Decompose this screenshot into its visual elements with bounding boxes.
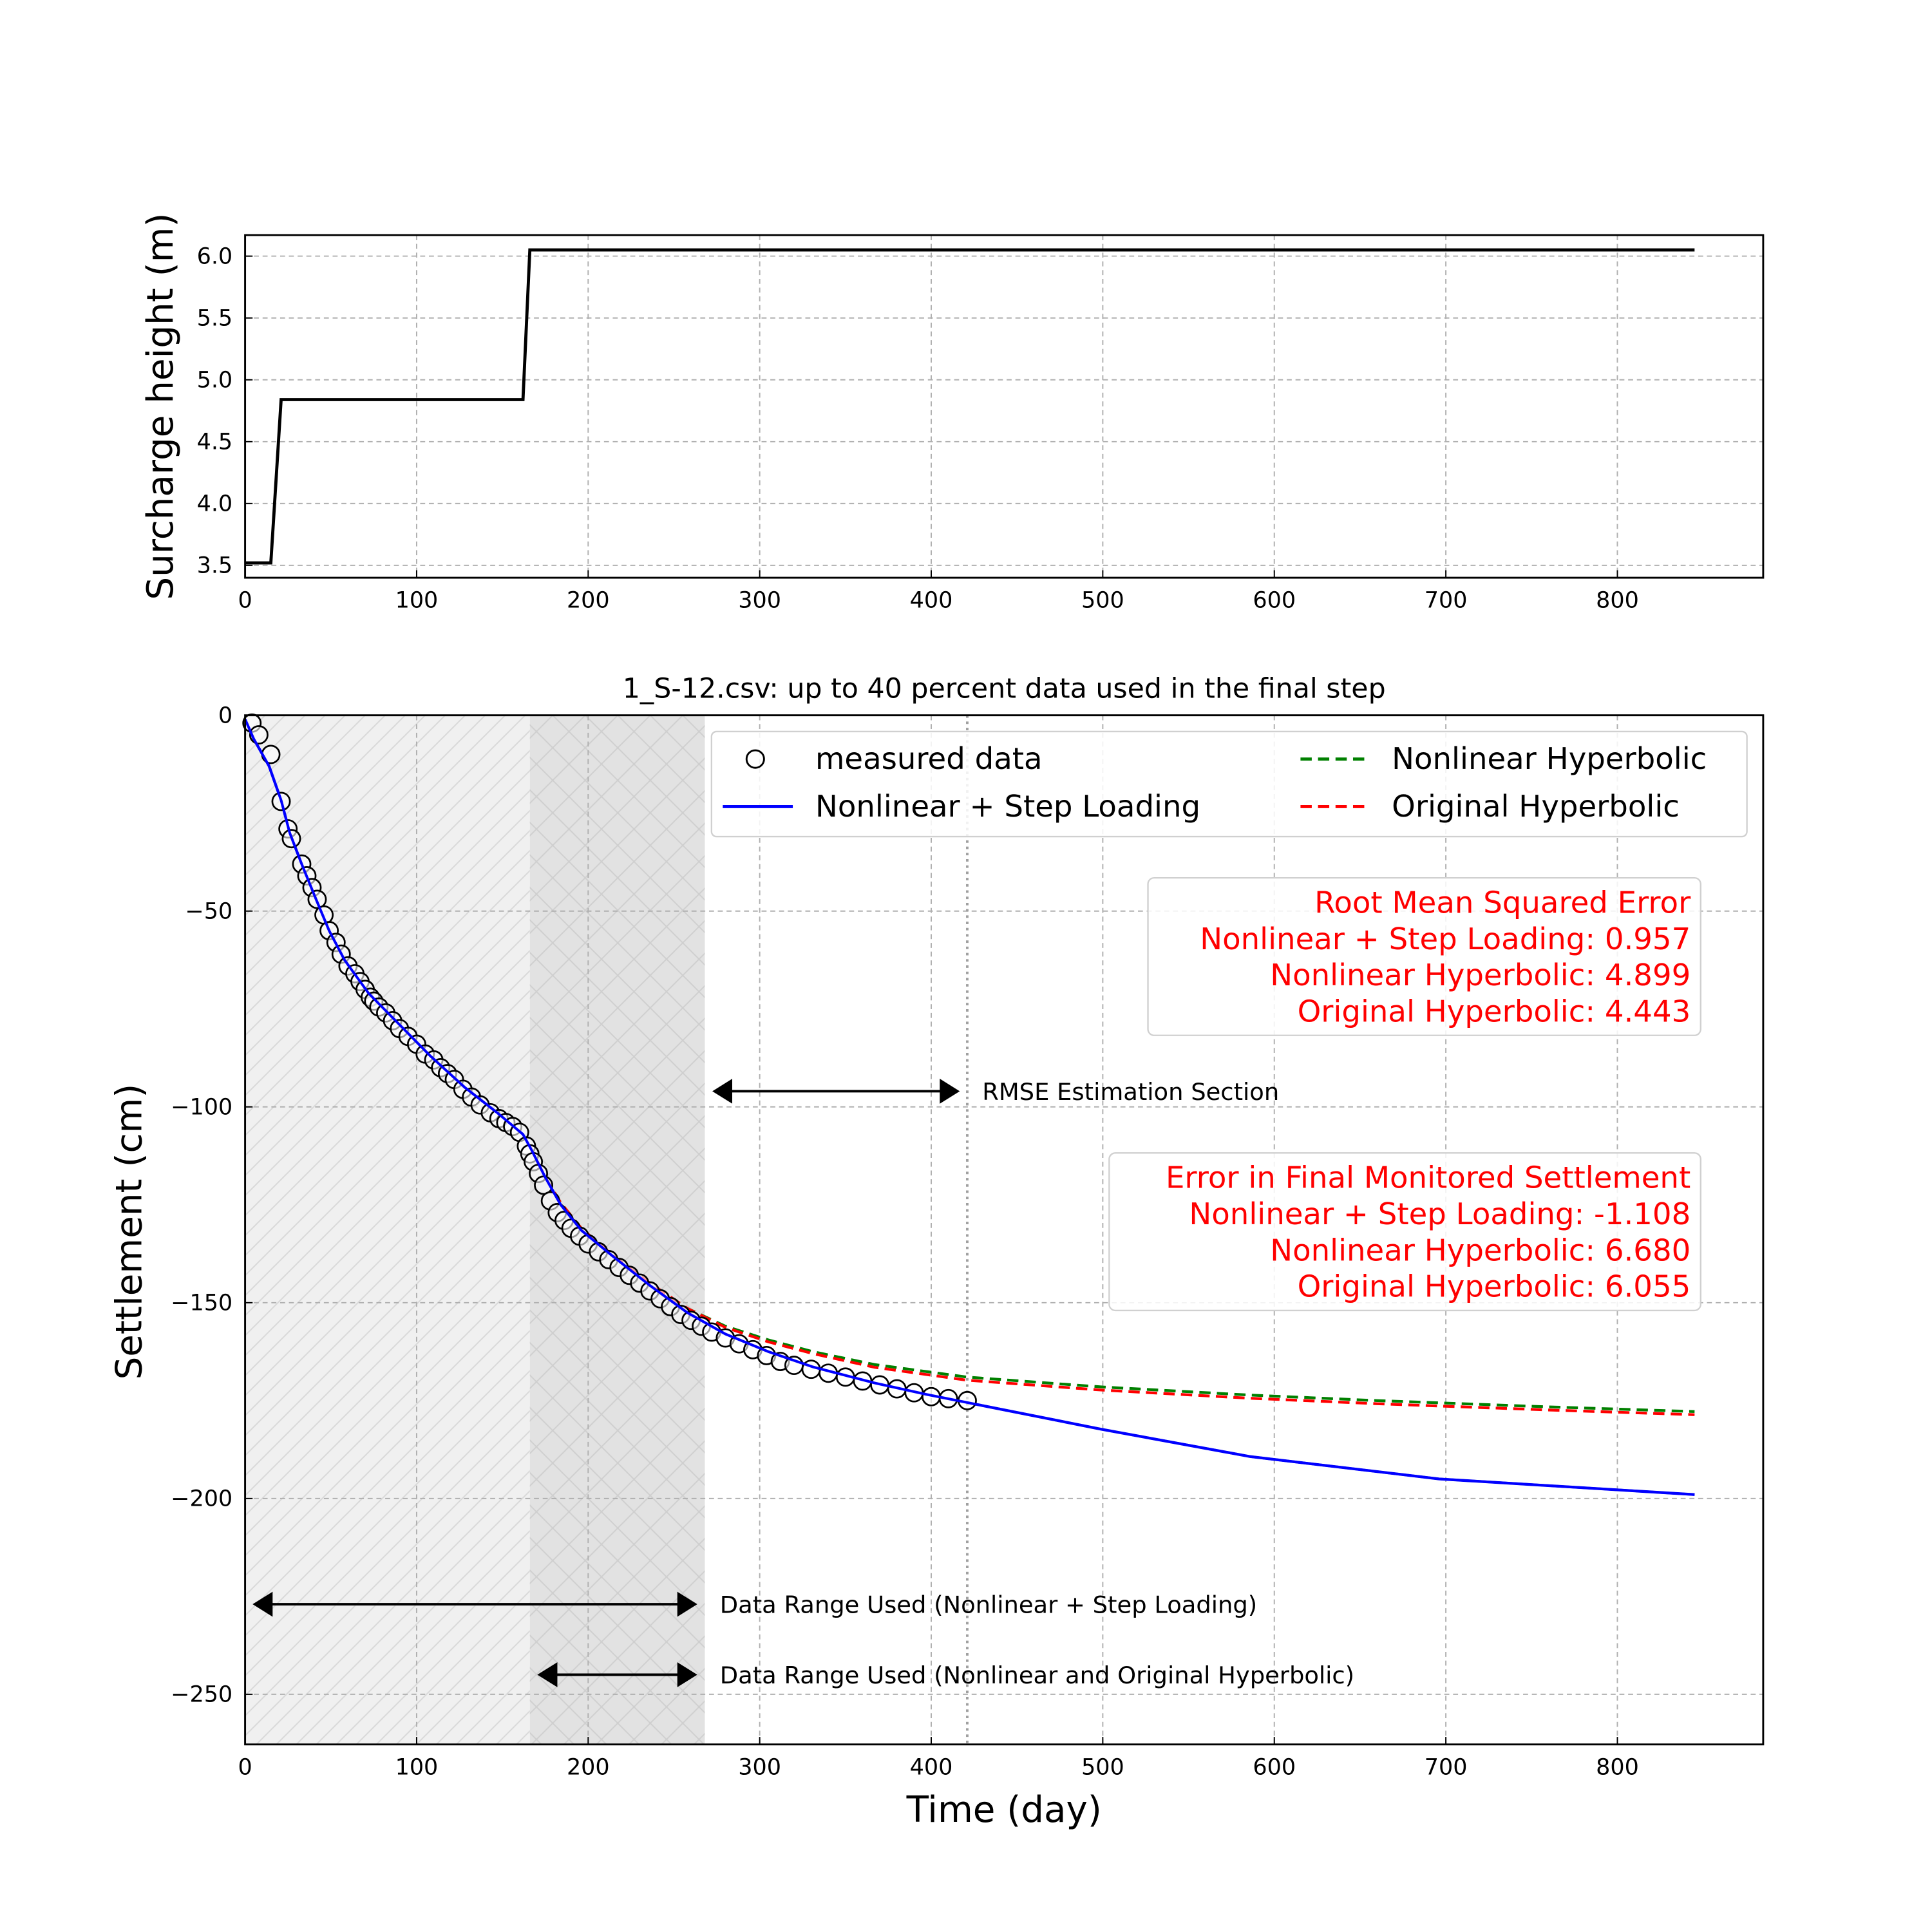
legend: measured data Nonlinear + Step Loading N…	[710, 730, 1748, 838]
tick-label-x: 700	[1425, 1754, 1468, 1780]
tick-label-x: 500	[1081, 588, 1124, 614]
shaded-regions	[245, 715, 705, 1745]
tick-label-y: 4.0	[197, 491, 233, 516]
ticks: 0 100 200 300 400 500 600 700 800 0 −50 −100 −150 −20…	[171, 703, 1639, 1780]
legend-marker-measured	[745, 749, 765, 769]
grid	[244, 235, 1763, 578]
surcharge-plot: 0 100 200 300 400 500 600 700 800 3.5 4.0 4.5 5.0 5.5…	[140, 213, 1765, 614]
tick-label-x: 0	[238, 588, 252, 614]
tick-label-x: 700	[1425, 588, 1468, 614]
tick-label-x: 100	[395, 1754, 439, 1780]
series-line-surcharge	[245, 248, 1695, 565]
tick-label-x: 300	[738, 588, 781, 614]
tick-label-y: 0	[218, 703, 232, 728]
tick-label-x: 400	[910, 1754, 953, 1780]
final-error-line: Nonlinear + Step Loading: -1.108	[1189, 1197, 1690, 1231]
legend-label: Nonlinear Hyperbolic	[1392, 741, 1707, 776]
tick-label-x: 600	[1253, 1754, 1296, 1780]
tick-label-y: 6.0	[197, 243, 233, 269]
tick-label-x: 300	[738, 1754, 781, 1780]
x-axis-label: Time (day)	[906, 1789, 1102, 1831]
final-error-line: Nonlinear Hyperbolic: 6.680	[1270, 1233, 1690, 1267]
tick-label-x: 200	[567, 1754, 610, 1780]
tick-label-x: 500	[1081, 1754, 1124, 1780]
final-settlement-box: Error in Final Monitored Settlement Nonl…	[1108, 1152, 1701, 1312]
tick-label-x: 200	[567, 588, 610, 614]
final-error-line: Error in Final Monitored Settlement	[1166, 1160, 1690, 1195]
arrow-label: Data Range Used (Nonlinear and Original …	[720, 1662, 1354, 1689]
rmse-line: Nonlinear + Step Loading: 0.957	[1200, 922, 1690, 956]
arrow-label: RMSE Estimation Section	[982, 1078, 1279, 1106]
measured-points	[242, 713, 1695, 1496]
tick-label-y: −150	[171, 1290, 232, 1316]
surcharge-line	[245, 248, 1695, 565]
rmse-box: Root Mean Squared Error Nonlinear + Step…	[1147, 876, 1701, 1036]
ticks: 0 100 200 300 400 500 600 700 800 3.5 4.0 4.5 5.0 5.5…	[197, 243, 1639, 613]
settlement-plot: RMSE Estimation Section Data Range Used (…	[108, 672, 1765, 1831]
tick-label-y: −200	[171, 1486, 232, 1512]
chart-title: 1_S-12.csv: up to 40 percent data used i…	[623, 672, 1386, 705]
range-arrows: RMSE Estimation Section Data Range Used (…	[252, 1078, 1354, 1689]
tick-label-x: 100	[395, 588, 439, 614]
tick-label-y: −250	[171, 1682, 232, 1708]
axes-frame	[244, 234, 1765, 579]
tick-label-x: 800	[1596, 588, 1639, 614]
series-line-original-hyperbolic	[528, 1145, 1695, 1416]
arrow-label: Data Range Used (Nonlinear + Step Loadin…	[720, 1591, 1257, 1619]
rmse-line: Original Hyperbolic: 4.443	[1298, 994, 1691, 1028]
tick-label-x: 400	[910, 588, 953, 614]
rmse-line: Root Mean Squared Error	[1314, 885, 1691, 920]
axes-frame	[244, 714, 1765, 1746]
tick-label-y: 3.5	[197, 553, 233, 579]
tick-label-y: −100	[171, 1094, 232, 1120]
rmse-line: Nonlinear Hyperbolic: 4.899	[1270, 958, 1690, 992]
series-line-nonlinear-hyperbolic	[528, 1145, 1695, 1413]
hatch-region	[529, 715, 705, 1745]
tick-label-y: 5.5	[197, 305, 233, 331]
legend-label: Nonlinear + Step Loading	[815, 789, 1200, 824]
tick-label-y: −50	[185, 898, 232, 924]
series-line-nonlinear-step-loading-overlay	[243, 718, 1695, 1496]
tick-label-x: 800	[1596, 1754, 1639, 1780]
tick-label-y: 5.0	[197, 367, 233, 393]
hatch-region	[245, 715, 530, 1745]
y-axis-label: Surcharge height (m)	[140, 213, 182, 600]
tick-label-y: 4.5	[197, 429, 233, 455]
tick-label-x: 0	[238, 1754, 252, 1780]
final-error-line: Original Hyperbolic: 6.055	[1298, 1269, 1691, 1304]
tick-label-x: 600	[1253, 588, 1296, 614]
y-axis-label: Settlement (cm)	[108, 1084, 150, 1380]
legend-label: measured data	[815, 741, 1043, 776]
legend-label: Original Hyperbolic	[1392, 789, 1680, 824]
